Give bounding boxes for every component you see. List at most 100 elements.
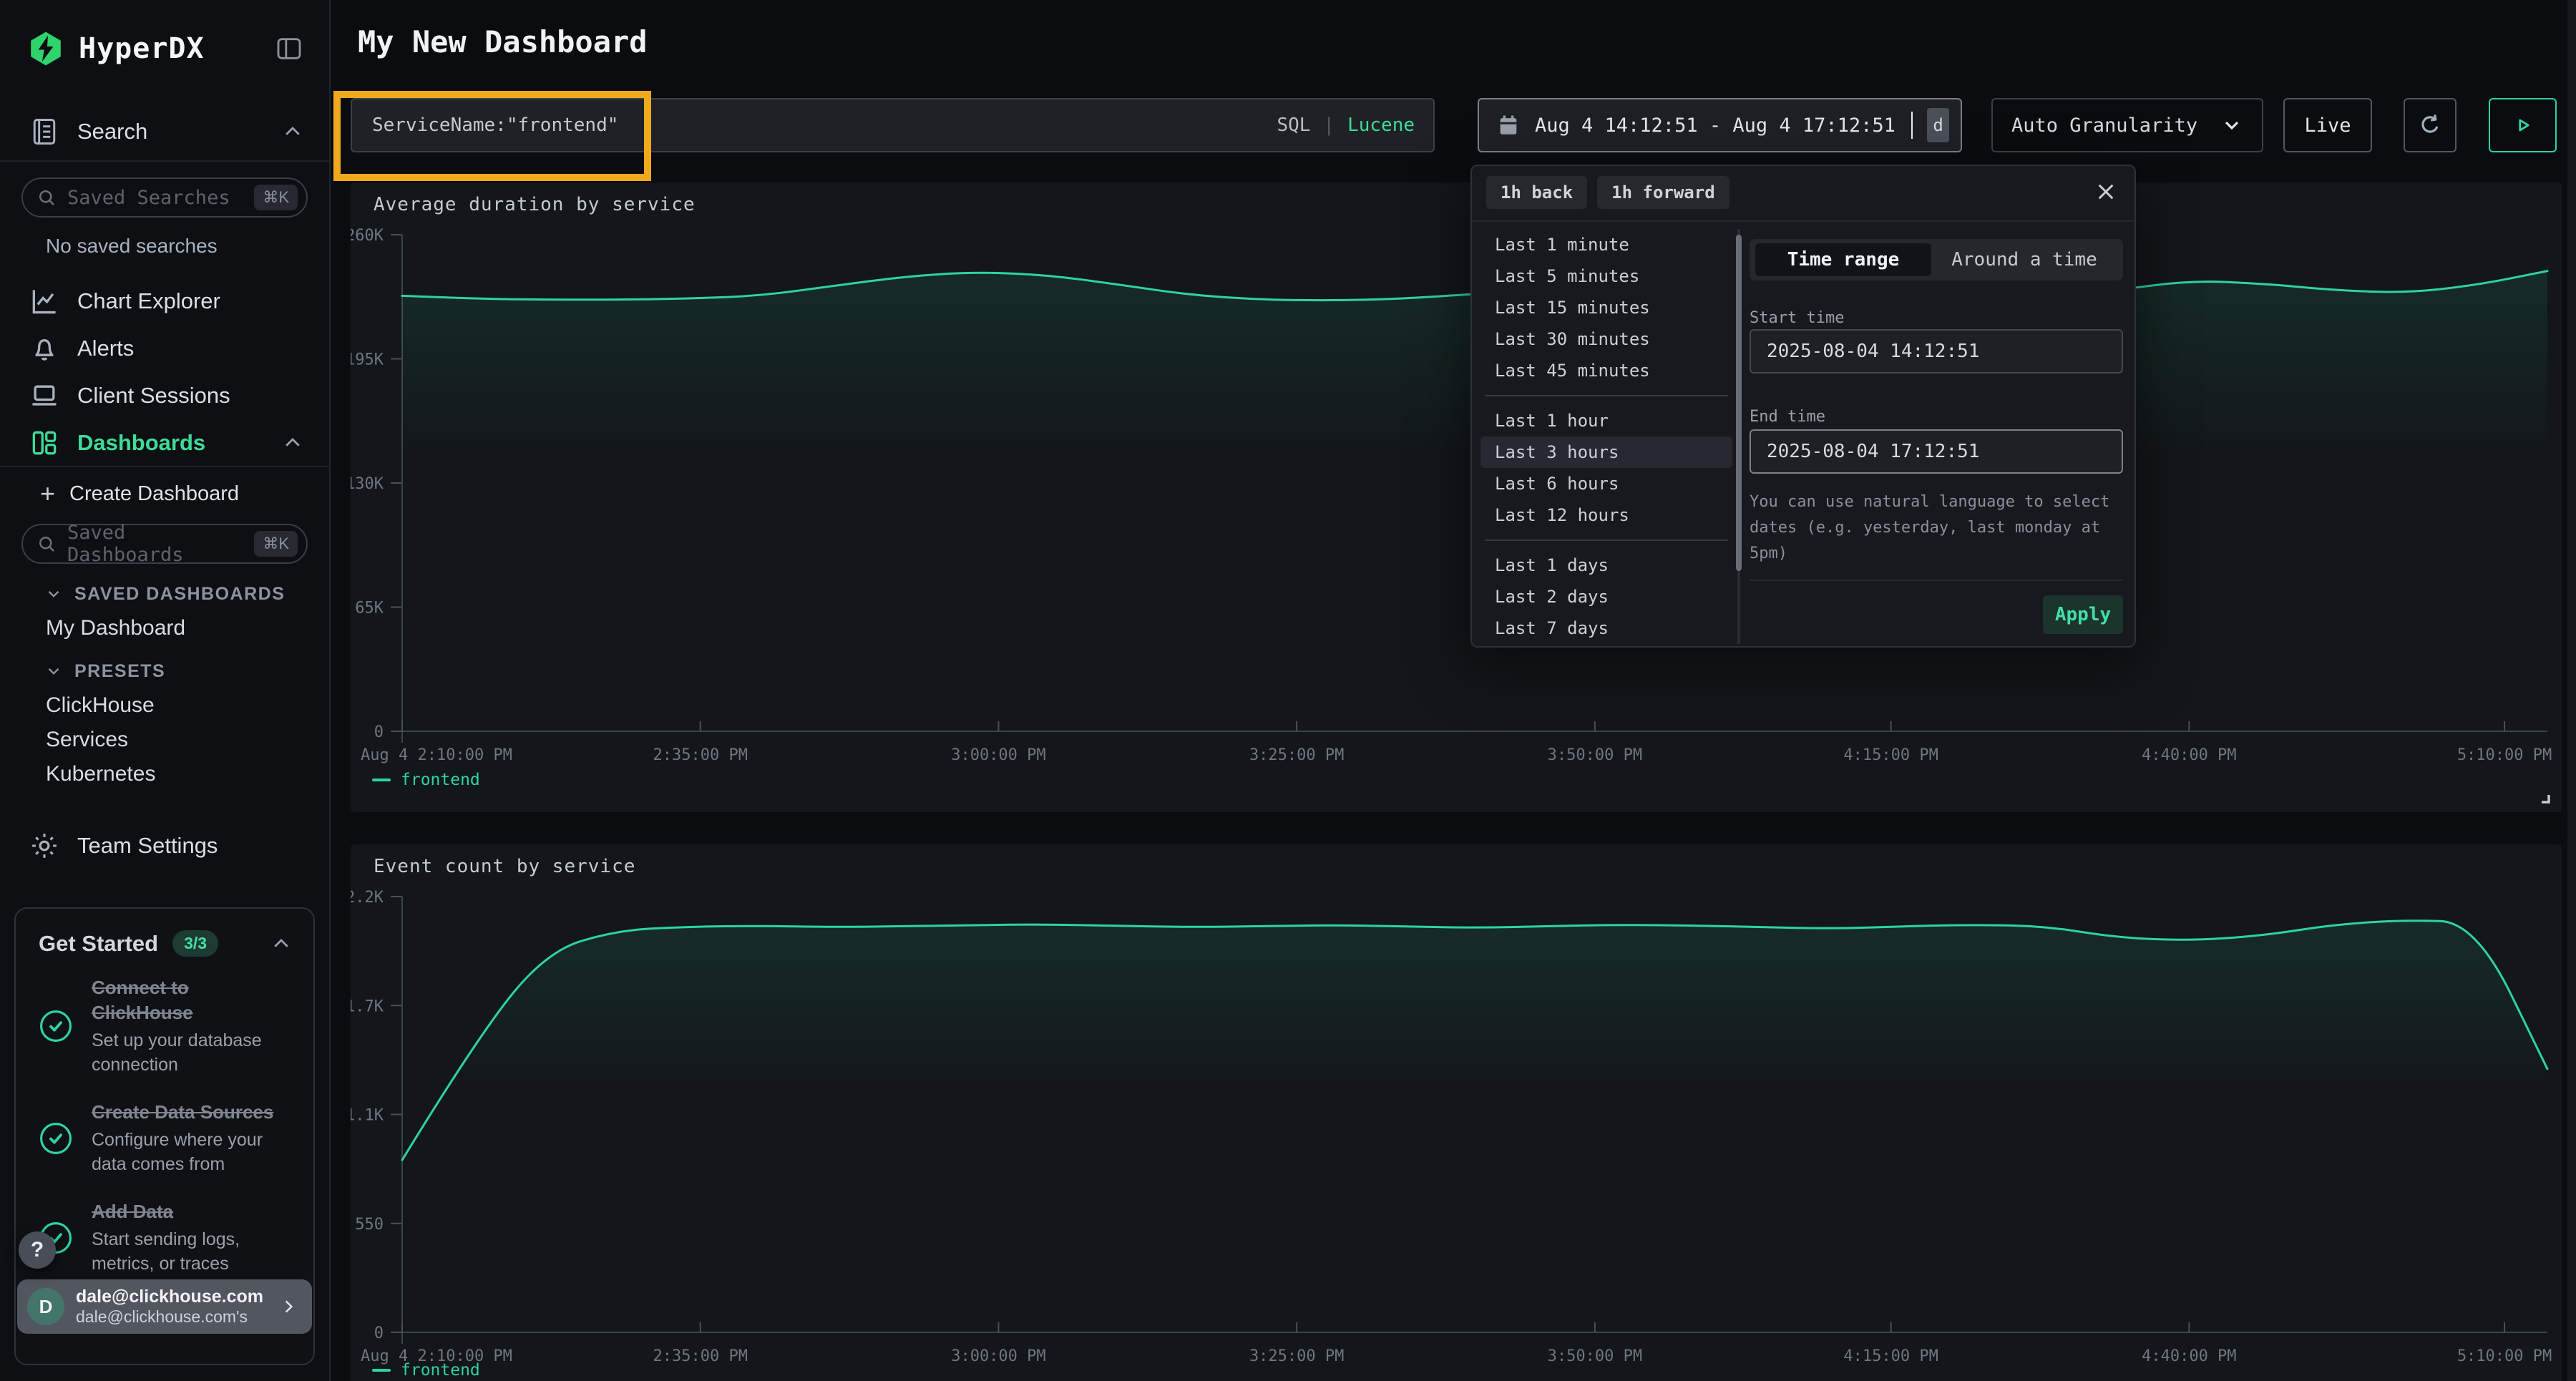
end-time-input[interactable] (1750, 429, 2123, 474)
divider (0, 160, 329, 162)
get-started-item-add-data[interactable]: Add Data Start sending logs, metrics, or … (39, 1199, 295, 1276)
chart-card-event-count: Event count by service 0 550 1.1K 1.7K 2.2K A… (351, 844, 2562, 1381)
query-search-bar: SQL | Lucene (351, 98, 1435, 152)
client-sessions-icon (29, 380, 60, 411)
svg-text:2.2K: 2.2K (351, 889, 384, 907)
user-subtitle: dale@clickhouse.com's (76, 1307, 248, 1327)
sidebar-item-clickhouse[interactable]: ClickHouse (46, 693, 155, 717)
time-option-last-12-hours[interactable]: Last 12 hours (1495, 505, 1629, 525)
search-input[interactable] (371, 114, 1264, 137)
time-option-last-45-minutes[interactable]: Last 45 minutes (1495, 361, 1650, 381)
time-option-last-14-days[interactable]: Last 14 days (1480, 644, 1732, 648)
shift-back-button[interactable]: 1h back (1486, 176, 1588, 209)
sidebar-item-kubernetes[interactable]: Kubernetes (46, 762, 156, 786)
time-option-last-3-hours[interactable]: Last 3 hours (1480, 436, 1732, 468)
run-query-button[interactable] (2489, 98, 2557, 152)
time-option-last-2-days[interactable]: Last 2 days (1495, 587, 1609, 607)
get-started-title: Get Started (39, 930, 159, 956)
chart-legend[interactable]: frontend (372, 771, 480, 789)
hyperdx-logo-icon (27, 30, 64, 67)
page-scrollbar[interactable] (2567, 0, 2576, 1381)
chevron-up-icon (270, 933, 292, 955)
time-option-last-15-minutes[interactable]: Last 15 minutes (1495, 298, 1650, 318)
relative-time-options: Last 1 minute Last 5 minutes Last 15 minut… (1480, 229, 1732, 648)
divider (1485, 540, 1728, 541)
shortcut-badge: ⌘K (254, 531, 298, 557)
section-presets[interactable]: PRESETS (0, 654, 329, 688)
help-button[interactable]: ? (19, 1231, 56, 1269)
close-icon[interactable] (2094, 180, 2117, 203)
search-page-icon (29, 116, 60, 147)
legend-label: frontend (401, 1361, 480, 1380)
tab-around-a-time[interactable]: Around a time (1951, 249, 2097, 270)
time-range-input[interactable]: Aug 4 14:12:51 - Aug 4 17:12:51 d (1478, 98, 1962, 152)
sidebar-item-alerts[interactable]: Alerts (0, 325, 329, 372)
divider (0, 466, 329, 467)
granularity-select[interactable]: Auto Granularity (1991, 98, 2263, 152)
sidebar-item-dashboards[interactable]: Dashboards (0, 419, 329, 467)
chart-legend[interactable]: frontend (372, 1361, 480, 1380)
live-button[interactable]: Live (2283, 98, 2372, 152)
svg-text:Aug 4 2:10:00 PM: Aug 4 2:10:00 PM (361, 746, 512, 764)
sidebar-item-my-dashboard[interactable]: My Dashboard (46, 616, 186, 640)
get-started-item-connect-to-clickhouse[interactable]: Connect to ClickHouse Set up your databas… (39, 975, 295, 1077)
logo-row: HyperDX (0, 26, 329, 72)
start-time-label: Start time (1750, 309, 1845, 327)
time-option-last-1-minute[interactable]: Last 1 minute (1495, 235, 1629, 255)
end-time-label: End time (1750, 408, 1825, 426)
chevron-down-icon (2220, 114, 2243, 137)
sidebar-item-search[interactable]: Search (0, 109, 329, 155)
get-started-item-create-data-sources[interactable]: Create Data Sources Configure where your … (39, 1100, 295, 1176)
time-option-last-6-hours[interactable]: Last 6 hours (1495, 474, 1619, 494)
tab-time-range[interactable]: Time range (1755, 243, 1931, 276)
natural-language-hint: You can use natural language to select d… (1750, 493, 2110, 562)
apply-button[interactable]: Apply (2043, 595, 2123, 634)
start-time-input[interactable] (1750, 329, 2123, 374)
chart-card-avg-duration: Average duration by service 0 65K 130K 195K… (351, 182, 2562, 812)
create-dashboard-button[interactable]: + Create Dashboard (40, 479, 240, 508)
progress-badge: 3/3 (172, 930, 219, 957)
saved-searches-input[interactable]: Saved Searches ⌘K (21, 177, 308, 218)
sidebar-item-team-settings[interactable]: Team Settings (0, 823, 329, 869)
sidebar-nav: Chart Explorer Alerts Client Sessions Dashb… (0, 278, 329, 467)
svg-text:0: 0 (374, 1324, 384, 1342)
time-option-last-7-days[interactable]: Last 7 days (1495, 618, 1609, 638)
time-option-last-30-minutes[interactable]: Last 30 minutes (1495, 329, 1650, 349)
sidebar-item-services[interactable]: Services (46, 728, 129, 751)
divider (1472, 220, 2135, 222)
svg-text:65K: 65K (355, 600, 384, 618)
user-email: dale@clickhouse.com (76, 1287, 263, 1307)
section-saved-dashboards[interactable]: SAVED DASHBOARDS (0, 577, 329, 611)
lucene-toggle[interactable]: Lucene (1347, 114, 1415, 136)
collapse-sidebar-icon[interactable] (273, 34, 305, 63)
chevron-up-icon (282, 121, 303, 142)
svg-text:5:10:00 PM: 5:10:00 PM (2457, 746, 2552, 764)
search-icon (36, 187, 57, 208)
saved-dashboards-input[interactable]: Saved Dashboards ⌘K (21, 522, 308, 566)
chart-title: Average duration by service (374, 194, 696, 215)
svg-text:Aug 4 2:10:00 PM: Aug 4 2:10:00 PM (361, 1347, 512, 1365)
time-option-last-1-days[interactable]: Last 1 days (1495, 555, 1609, 575)
sql-toggle[interactable]: SQL (1277, 114, 1311, 136)
shift-forward-button[interactable]: 1h forward (1597, 176, 1729, 209)
time-range-value: Aug 4 14:12:51 - Aug 4 17:12:51 (1535, 114, 1896, 137)
shortcut-badge: ⌘K (254, 185, 298, 210)
refresh-button[interactable] (2404, 98, 2457, 152)
resize-handle-icon[interactable] (2534, 788, 2552, 805)
sidebar-item-client-sessions[interactable]: Client Sessions (0, 372, 329, 419)
time-picker-panel: 1h back 1h forward Last 1 minute Last 5 m… (1470, 165, 2136, 648)
chart-explorer-icon (29, 286, 60, 317)
scrollbar-thumb[interactable] (1736, 235, 1742, 571)
get-started-header[interactable]: Get Started 3/3 (16, 909, 313, 975)
sidebar-item-chart-explorer[interactable]: Chart Explorer (0, 278, 329, 325)
svg-text:1.1K: 1.1K (351, 1107, 384, 1125)
app-logo: HyperDX (79, 32, 205, 65)
chart-title: Event count by service (374, 856, 636, 877)
user-menu[interactable]: D dale@clickhouse.com dale@clickhouse.co… (17, 1279, 312, 1334)
check-circle-icon (39, 1121, 73, 1156)
svg-text:0: 0 (374, 723, 384, 741)
search-icon (36, 533, 57, 555)
time-option-last-5-minutes[interactable]: Last 5 minutes (1495, 266, 1640, 286)
chevron-down-icon (44, 585, 63, 603)
time-option-last-1-hour[interactable]: Last 1 hour (1495, 411, 1609, 431)
